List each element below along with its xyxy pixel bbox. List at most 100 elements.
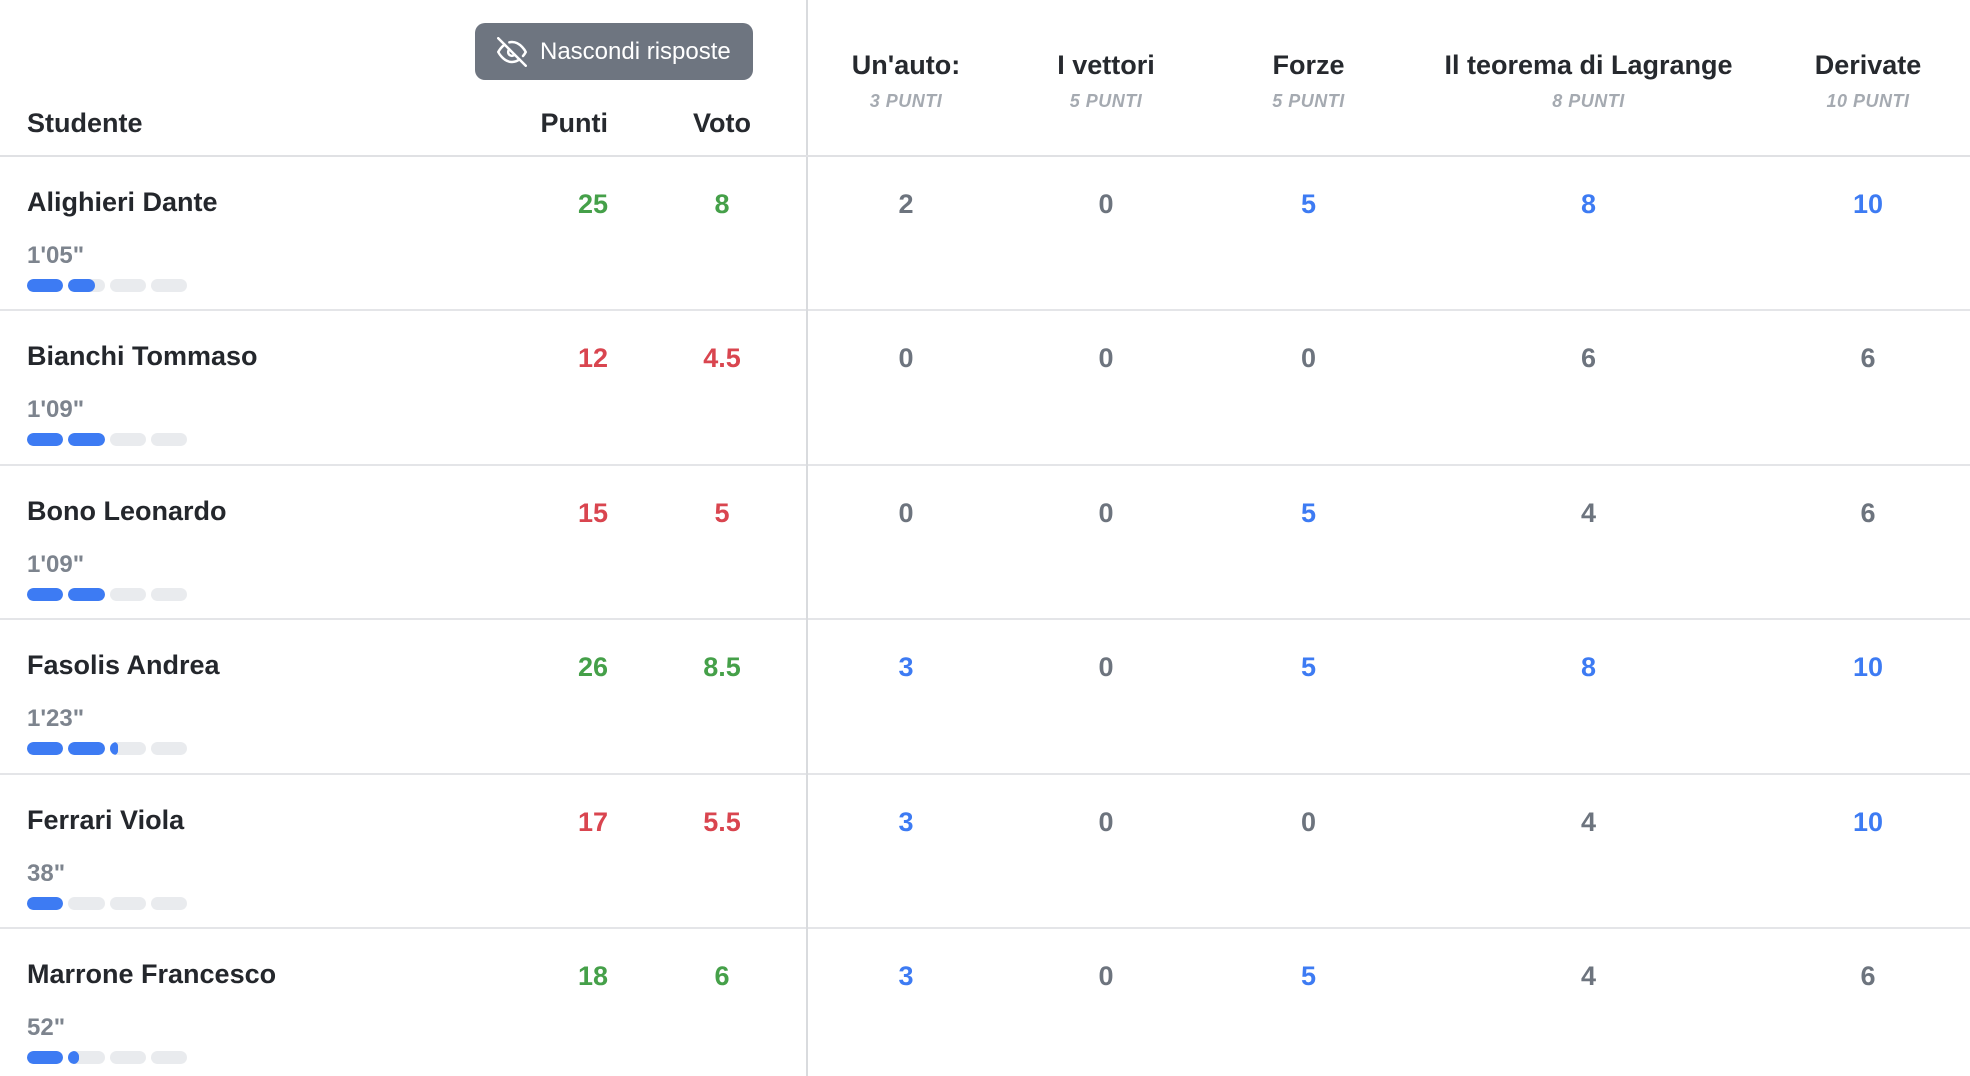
question-title: Derivate (1814, 49, 1922, 80)
progress-segment (27, 433, 64, 447)
student-name: Bono Leonardo (27, 495, 227, 526)
answer-scores: 3 0 5 8 10 (806, 620, 1970, 772)
question-score: 3 (898, 960, 914, 991)
student-cell: Ferrari Viola 38" (0, 775, 460, 927)
student-cell: Bono Leonardo 1'09" (0, 466, 460, 618)
student-row[interactable]: Ferrari Viola 38" 17 5.5 3 0 0 4 10 (0, 775, 1970, 929)
student-row[interactable]: Marrone Francesco 52" 18 6 3 0 5 4 6 (0, 929, 1970, 1076)
hide-answers-label: Nascondi risposte (540, 37, 731, 65)
student-name: Bianchi Tommaso (27, 341, 258, 372)
answer-scores: 2 0 5 8 10 (806, 157, 1970, 309)
answer-scores: 0 0 5 4 6 (806, 466, 1970, 618)
question-score: 0 (898, 343, 914, 374)
progress-segment (109, 587, 146, 601)
points-value: 25 (577, 189, 608, 219)
question-max-points: 5 PUNTI (1069, 90, 1143, 111)
student-row[interactable]: Fasolis Andrea 1'23" 26 8.5 3 0 5 8 10 (0, 620, 1970, 775)
question-score: 0 (1098, 189, 1114, 219)
time-progress-bar (27, 433, 187, 447)
question-score: 6 (1860, 343, 1876, 374)
question-max-points: 5 PUNTI (1272, 90, 1345, 111)
progress-segment (150, 742, 187, 756)
points-value: 15 (577, 497, 608, 528)
student-name: Fasolis Andrea (27, 650, 220, 681)
student-cell: Bianchi Tommaso 1'09" (0, 311, 460, 463)
completion-time: 1'23" (27, 705, 85, 733)
grade-value: 4.5 (703, 343, 741, 374)
column-header-student: Studente (27, 108, 143, 138)
question-score: 10 (1852, 806, 1884, 837)
progress-segment (109, 896, 146, 910)
progress-segment (68, 433, 105, 447)
progress-segment (27, 896, 64, 910)
question-max-points: 10 PUNTI (1826, 90, 1910, 111)
progress-segment (109, 742, 146, 756)
question-score: 6 (1580, 343, 1597, 374)
completion-time: 38" (27, 859, 66, 887)
question-score: 10 (1852, 189, 1884, 219)
progress-segment (150, 896, 187, 910)
student-row[interactable]: Bono Leonardo 1'09" 15 5 0 0 5 4 6 (0, 466, 1970, 621)
question-score: 3 (898, 652, 914, 683)
question-score: 4 (1580, 806, 1597, 837)
time-progress-bar (27, 279, 187, 292)
question-score: 4 (1580, 497, 1597, 528)
question-title: I vettori (1057, 49, 1155, 80)
time-progress-bar (27, 587, 187, 601)
points-value: 18 (577, 960, 608, 991)
question-score: 0 (1098, 343, 1114, 374)
question-title: Un'auto: (851, 49, 961, 80)
question-column-header: Il teorema di Lagrange 8 PUNTI (1411, 6, 1766, 155)
question-score: 8 (1580, 189, 1597, 219)
progress-segment (68, 1050, 105, 1064)
student-name: Ferrari Viola (27, 804, 185, 835)
answer-scores: 3 0 0 4 10 (806, 775, 1970, 927)
progress-segment (68, 742, 105, 756)
eye-off-icon (497, 36, 527, 67)
points-value: 12 (577, 343, 608, 374)
student-cell: Marrone Francesco 52" (0, 929, 460, 1076)
answer-scores: 3 0 5 4 6 (806, 929, 1970, 1076)
time-progress-bar (27, 1050, 187, 1064)
grade-value: 6 (714, 960, 730, 991)
student-row[interactable]: Bianchi Tommaso 1'09" 12 4.5 0 0 0 6 6 (0, 311, 1970, 466)
question-score: 0 (1300, 343, 1317, 374)
points-value: 17 (577, 806, 608, 837)
question-score: 5 (1300, 652, 1317, 683)
grade-value: 8.5 (703, 652, 741, 683)
question-column-header: Un'auto: 3 PUNTI (806, 6, 1006, 155)
progress-segment (68, 279, 105, 292)
question-score: 0 (1300, 806, 1317, 837)
completion-time: 52" (27, 1013, 66, 1041)
question-headers: Un'auto: 3 PUNTI I vettori 5 PUNTI Forze 5 PU… (806, 0, 1970, 155)
question-score: 0 (1098, 960, 1114, 991)
student-name: Marrone Francesco (27, 958, 277, 989)
question-score: 4 (1580, 960, 1597, 991)
student-row[interactable]: Alighieri Dante 1'05" 25 8 2 0 5 8 10 (0, 157, 1970, 312)
question-max-points: 8 PUNTI (1552, 90, 1625, 111)
question-title: Forze (1272, 49, 1345, 80)
question-score: 0 (898, 497, 914, 528)
progress-segment (109, 1050, 146, 1064)
progress-segment (68, 587, 105, 601)
student-rows: Alighieri Dante 1'05" 25 8 2 0 5 8 10 Bianch… (0, 157, 1970, 1076)
question-max-points: 3 PUNTI (869, 90, 943, 111)
question-title: Il teorema di Lagrange (1444, 49, 1733, 80)
progress-segment (109, 433, 146, 447)
header-left: Nascondi risposte Studente Punti Voto (0, 0, 806, 155)
question-score: 10 (1852, 652, 1884, 683)
progress-segment (27, 742, 64, 756)
question-score: 0 (1098, 806, 1114, 837)
question-column-header: I vettori 5 PUNTI (1006, 6, 1206, 155)
vertical-divider (806, 0, 808, 1076)
time-progress-bar (27, 896, 187, 910)
hide-answers-button[interactable]: Nascondi risposte (475, 23, 753, 80)
question-score: 5 (1300, 960, 1317, 991)
progress-segment (68, 896, 105, 910)
question-score: 0 (1098, 497, 1114, 528)
progress-segment (27, 587, 64, 601)
question-score: 6 (1860, 960, 1876, 991)
column-header-points: Punti (540, 108, 609, 138)
completion-time: 1'09" (27, 550, 85, 578)
